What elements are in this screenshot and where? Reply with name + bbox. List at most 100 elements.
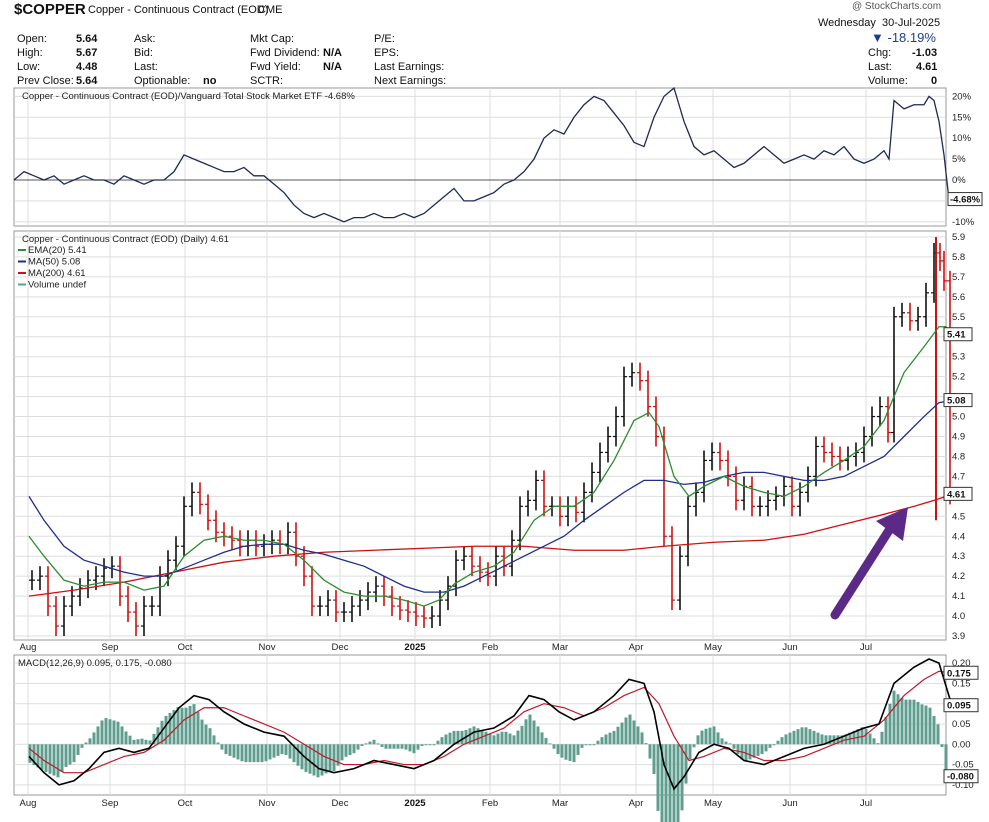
macd-x-label: Mar	[552, 798, 568, 809]
macd-hist-bar	[620, 722, 624, 745]
macd-hist-bar	[780, 737, 784, 745]
legend-entry: EMA(20) 5.41	[28, 245, 87, 256]
macd-hist-bar	[572, 744, 576, 763]
legend-entry: Volume undef	[28, 280, 86, 291]
macd-hist-bar	[640, 732, 644, 745]
macd-hist-bar	[372, 739, 376, 745]
price-y-tick: 3.9	[952, 631, 965, 642]
macd-hist-bar	[92, 732, 96, 745]
price-value-tag-box	[943, 393, 973, 408]
macd-hist-bar	[128, 735, 132, 745]
macd-hist-bar	[440, 737, 444, 745]
macd-hist-bar	[504, 731, 508, 745]
macd-y-tick: 0.15	[952, 678, 971, 689]
change-pct-badge: ▼ -18.19%	[871, 30, 936, 45]
last-earnings-label: Last Earnings:	[374, 61, 445, 73]
macd-hist-bar	[632, 720, 636, 745]
macd-hist-bar	[712, 726, 716, 745]
macd-hist-bar	[580, 744, 584, 748]
price-x-label: Aug	[20, 642, 37, 653]
macd-hist-bar	[184, 707, 188, 745]
macd-hist-bar	[172, 710, 176, 745]
macd-hist-bar	[660, 744, 664, 822]
price-y-tick: 5.6	[952, 292, 965, 303]
macd-hist-bar	[940, 744, 944, 748]
macd-y-tick: 0.05	[952, 719, 971, 730]
macd-hist-bar	[604, 734, 608, 745]
macd-hist-bar	[400, 744, 404, 749]
macd-signal-line	[28, 670, 953, 774]
macd-hist-bar	[932, 716, 936, 745]
macd-x-label: 2025	[404, 798, 426, 809]
macd-hist-bar	[52, 744, 56, 776]
ratio-y-tick: 5%	[952, 154, 966, 165]
macd-hist-bar	[404, 744, 408, 750]
macd-hist-bar	[552, 744, 556, 749]
macd-hist-bar	[884, 716, 888, 745]
macd-hist-bar	[912, 699, 916, 745]
macd-hist-bar	[796, 729, 800, 745]
price-x-label: Mar	[552, 642, 568, 653]
macd-hist-bar	[332, 744, 336, 772]
macd-hist-bar	[432, 744, 436, 746]
macd-hist-bar	[516, 730, 520, 745]
macd-x-label: Dec	[332, 798, 349, 809]
macd-hist-bar	[528, 714, 532, 745]
price-y-tick: 5.3	[952, 352, 965, 363]
macd-hist-bar	[288, 744, 292, 759]
macd-hist-bar	[600, 737, 604, 745]
pe-label: P/E:	[374, 33, 395, 45]
last2-label: Last:	[868, 61, 892, 73]
ratio-y-tick: 20%	[952, 91, 972, 102]
macd-hist-bar	[688, 744, 692, 760]
macd-hist-bar	[436, 740, 440, 745]
macd-hist-bar	[312, 744, 316, 776]
macd-hist-bar	[564, 744, 568, 760]
macd-hist-bar	[316, 744, 320, 778]
macd-hist-bar	[716, 732, 720, 745]
price-y-tick: 4.2	[952, 571, 965, 582]
macd-hist-bar	[508, 733, 512, 745]
macd-hist-bar	[408, 744, 412, 752]
macd-x-label: Aug	[20, 798, 37, 809]
macd-hist-bar	[520, 725, 524, 745]
macd-hist-bar	[208, 728, 212, 745]
macd-hist-bar	[828, 735, 832, 745]
macd-hist-bar	[708, 727, 712, 745]
macd-hist-bar	[928, 707, 932, 745]
macd-hist-bar	[192, 704, 196, 745]
macd-hist-bar	[888, 703, 892, 745]
macd-hist-bar	[868, 733, 872, 745]
macd-hist-bar	[700, 730, 704, 745]
macd-hist-bar	[856, 729, 860, 745]
low-label: Low:	[17, 61, 41, 73]
optionable-value: no	[203, 75, 217, 87]
macd-hist-bar	[160, 720, 164, 745]
macd-hist-bar	[348, 744, 352, 755]
macd-hist-bar	[556, 744, 560, 755]
macd-hist-bar	[728, 743, 732, 745]
macd-hist-bar	[60, 744, 64, 772]
price-y-tick: 5.2	[952, 372, 965, 383]
macd-title: MACD(12,26,9) 0.095, 0.175, -0.080	[18, 658, 172, 669]
high-label: High:	[17, 47, 43, 59]
macd-x-label: Apr	[629, 798, 644, 809]
macd-hist-bar	[384, 744, 388, 749]
macd-hist-bar	[388, 744, 392, 749]
macd-hist-bar	[356, 744, 360, 750]
high-value: 5.67	[76, 47, 98, 59]
macd-hist-bar	[392, 744, 396, 749]
macd-hist-bar	[472, 726, 476, 745]
macd-hist-bar	[652, 744, 656, 775]
macd-hist-bar	[320, 744, 324, 776]
macd-hist-bar	[908, 699, 912, 745]
macd-hist-bar	[588, 744, 592, 746]
macd-hist-bar	[704, 728, 708, 745]
macd-hist-bar	[760, 744, 764, 755]
volume-value: 0	[931, 75, 938, 87]
macd-hist-bar	[684, 744, 688, 784]
macd-hist-bar	[592, 744, 596, 746]
macd-hist-bar	[724, 741, 728, 745]
macd-hist-bar	[276, 744, 280, 756]
low-value: 4.48	[76, 61, 98, 73]
